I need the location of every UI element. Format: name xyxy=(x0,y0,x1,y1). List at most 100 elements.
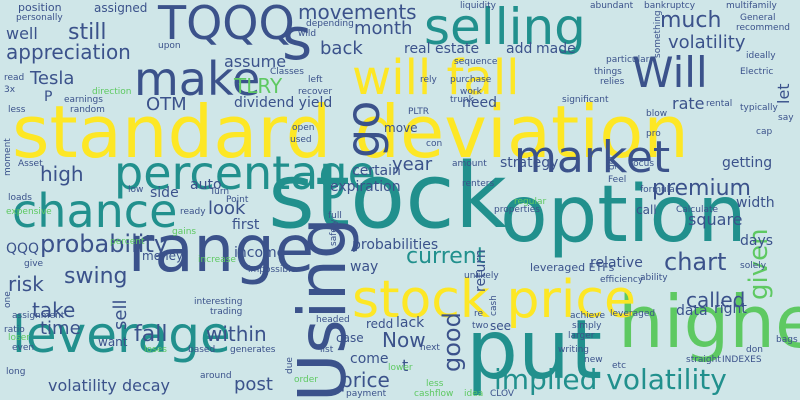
word: General xyxy=(740,13,776,23)
word: expensive xyxy=(6,207,52,217)
word: range xyxy=(128,213,315,287)
word: chart xyxy=(664,248,727,276)
word: relative xyxy=(590,255,643,271)
word: position xyxy=(18,1,62,14)
word: long xyxy=(6,367,26,377)
word: solely xyxy=(740,261,767,271)
word: move xyxy=(384,121,418,135)
word: standard deviation xyxy=(12,90,689,174)
word: order xyxy=(294,375,318,385)
word: open xyxy=(292,123,315,133)
word: within xyxy=(206,322,267,346)
word: one xyxy=(3,291,13,308)
word: selling xyxy=(424,0,586,56)
word: square xyxy=(688,210,743,229)
word: PLTR xyxy=(408,107,429,117)
word: recommend xyxy=(736,23,790,33)
word: liquidity xyxy=(460,1,496,11)
word: purchase xyxy=(450,75,492,85)
word: volatility xyxy=(668,32,746,53)
word: data xyxy=(676,303,708,319)
word: based xyxy=(188,345,216,355)
word: wild xyxy=(298,29,317,39)
word: list xyxy=(320,345,334,355)
word: two xyxy=(472,321,489,331)
word: low xyxy=(128,185,144,195)
word: first xyxy=(232,217,260,233)
word: TLRY xyxy=(234,74,283,98)
word: depending xyxy=(306,19,354,29)
word: month xyxy=(354,18,413,39)
word: assigned xyxy=(94,1,148,15)
word: Will xyxy=(632,48,708,97)
word: moment xyxy=(3,138,13,176)
word: post xyxy=(234,374,273,395)
word: volatility decay xyxy=(48,376,171,395)
word: ability xyxy=(640,273,668,283)
word: amount xyxy=(452,159,487,169)
word: leverage xyxy=(12,306,231,364)
word: made xyxy=(536,41,576,57)
word: redd xyxy=(366,317,394,331)
word: expiration xyxy=(330,179,401,195)
word: bankruptcy xyxy=(644,1,696,11)
word: put xyxy=(466,303,603,398)
word: case xyxy=(336,331,364,345)
word: con xyxy=(426,139,443,149)
word: still xyxy=(68,20,107,45)
word: lower xyxy=(388,363,413,373)
word: getting xyxy=(722,155,773,171)
word: increase xyxy=(198,255,236,265)
word: trunk xyxy=(450,95,474,105)
word: full xyxy=(328,211,342,221)
word: risk xyxy=(8,272,44,296)
word: multifamily xyxy=(726,1,777,11)
word: give xyxy=(24,259,44,269)
word: leveraged xyxy=(610,309,656,319)
word: sell xyxy=(110,299,131,330)
word: headed xyxy=(316,315,350,325)
word: assume xyxy=(224,52,287,71)
word: safely xyxy=(329,219,339,246)
word: renters xyxy=(462,179,495,189)
word: impossible xyxy=(248,265,297,275)
word: strategy xyxy=(500,155,559,171)
word: loads xyxy=(8,193,32,203)
word: leveraged ETFs xyxy=(530,261,615,274)
word: stock xyxy=(268,144,507,249)
word: pro xyxy=(646,129,661,139)
word: Classes xyxy=(270,67,304,77)
word: side xyxy=(150,185,179,201)
word: INDEXES xyxy=(722,355,762,365)
word: stock price xyxy=(352,270,636,330)
word: don xyxy=(746,345,763,355)
word: new xyxy=(584,355,603,365)
word: 3x xyxy=(4,85,16,95)
word: time xyxy=(40,318,81,339)
word: current xyxy=(406,244,486,269)
word: interesting xyxy=(194,297,243,307)
word: Tesla xyxy=(30,68,75,89)
word: bags xyxy=(776,335,798,345)
word: assignment xyxy=(12,311,65,321)
word: recover xyxy=(298,87,333,97)
word: Turn xyxy=(210,187,230,197)
word: probability xyxy=(40,230,169,258)
word: read xyxy=(4,73,25,83)
word: efficiency xyxy=(600,275,644,285)
word: ratio xyxy=(4,325,25,335)
word: blow xyxy=(646,109,668,119)
word: upon xyxy=(158,41,181,51)
word: something xyxy=(653,10,663,58)
word: will fall xyxy=(352,50,520,106)
word: Feel xyxy=(608,175,627,185)
word: back xyxy=(320,38,363,59)
word: direction xyxy=(92,87,132,97)
word: see xyxy=(490,319,512,333)
word: option xyxy=(500,170,747,260)
word: rely xyxy=(420,75,437,85)
word: typically xyxy=(740,103,778,113)
word: rental xyxy=(706,99,733,109)
word: real estate xyxy=(404,41,480,57)
